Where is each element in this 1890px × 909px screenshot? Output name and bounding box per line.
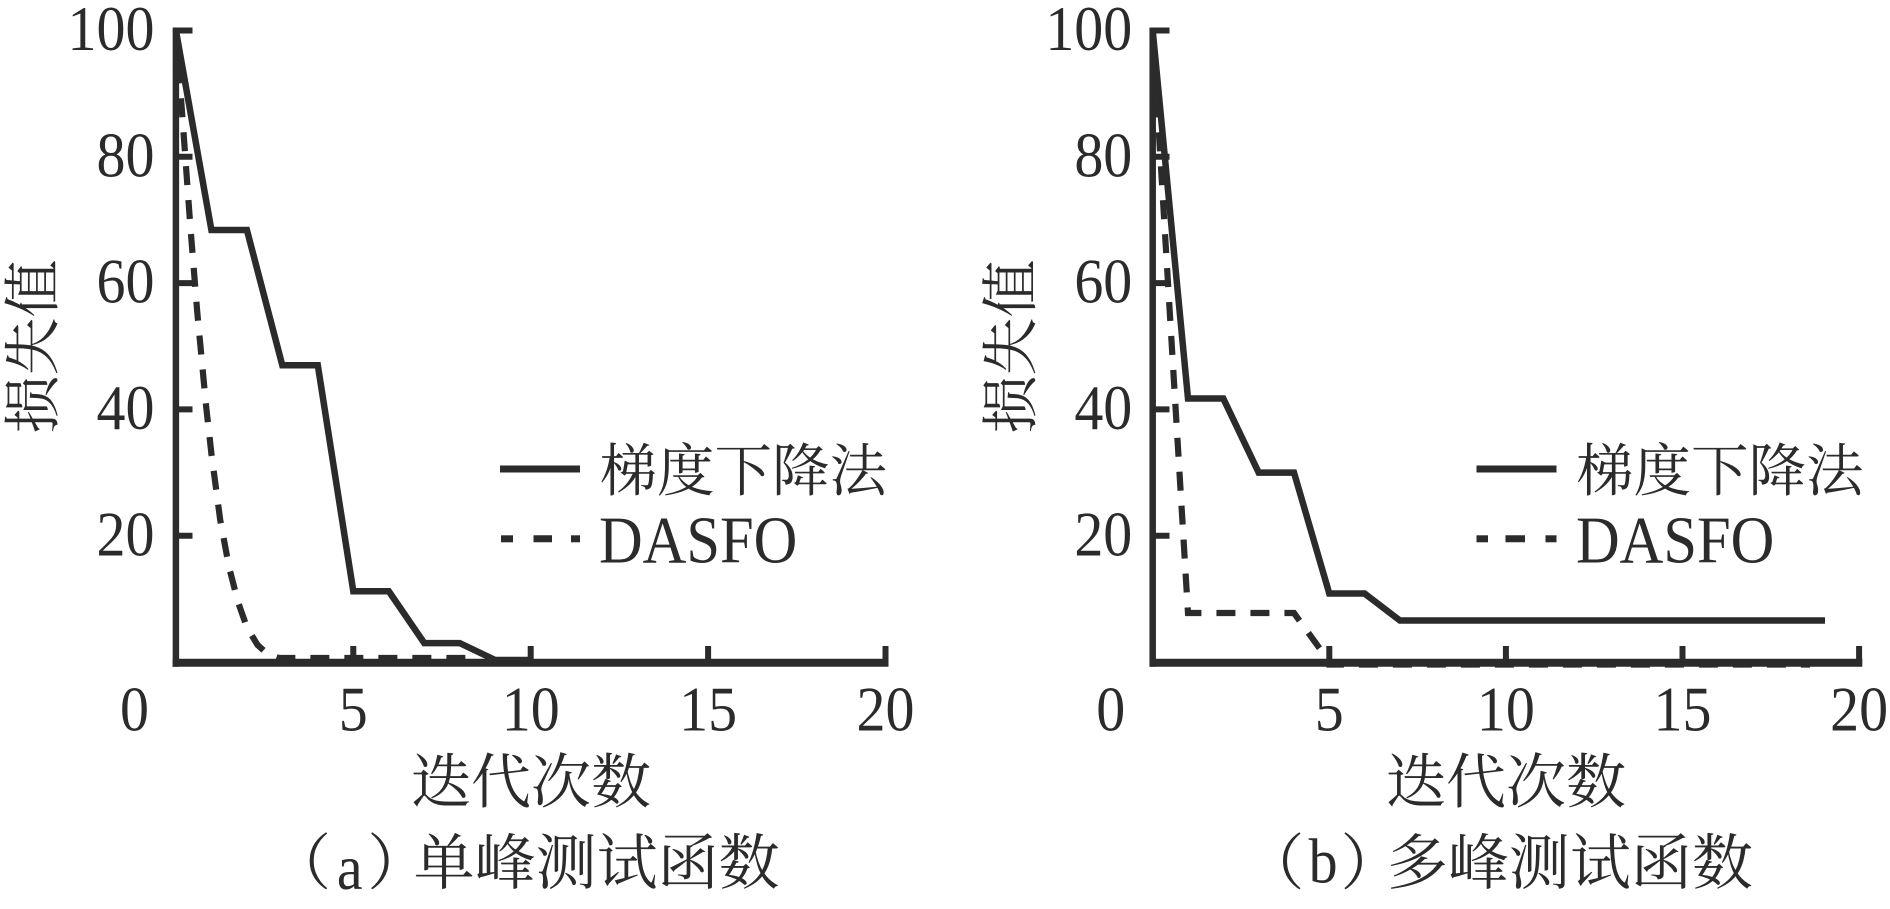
svg-text:0: 0	[120, 675, 149, 745]
svg-text:20: 20	[857, 675, 915, 745]
svg-text:b: b	[1309, 827, 1338, 897]
svg-text:20: 20	[1830, 675, 1888, 745]
svg-text:80: 80	[97, 121, 155, 191]
svg-text:a: a	[337, 834, 363, 904]
svg-text:40: 40	[97, 374, 155, 444]
svg-text:60: 60	[97, 247, 155, 317]
svg-text:100: 100	[1045, 0, 1132, 65]
svg-text:15: 15	[679, 675, 737, 745]
svg-text:20: 20	[1074, 500, 1132, 570]
svg-text:0: 0	[1096, 675, 1125, 745]
svg-text:10: 10	[1477, 675, 1535, 745]
svg-text:5: 5	[1315, 675, 1344, 745]
svg-text:80: 80	[1074, 121, 1132, 191]
svg-text:60: 60	[1074, 247, 1132, 317]
svg-text:DASFO: DASFO	[599, 503, 797, 577]
svg-text:40: 40	[1074, 374, 1132, 444]
svg-text:5: 5	[339, 675, 368, 745]
svg-text:100: 100	[68, 0, 155, 65]
svg-text:20: 20	[97, 500, 155, 570]
svg-text:DASFO: DASFO	[1576, 503, 1774, 577]
svg-text:15: 15	[1654, 675, 1712, 745]
svg-text:10: 10	[502, 675, 560, 745]
